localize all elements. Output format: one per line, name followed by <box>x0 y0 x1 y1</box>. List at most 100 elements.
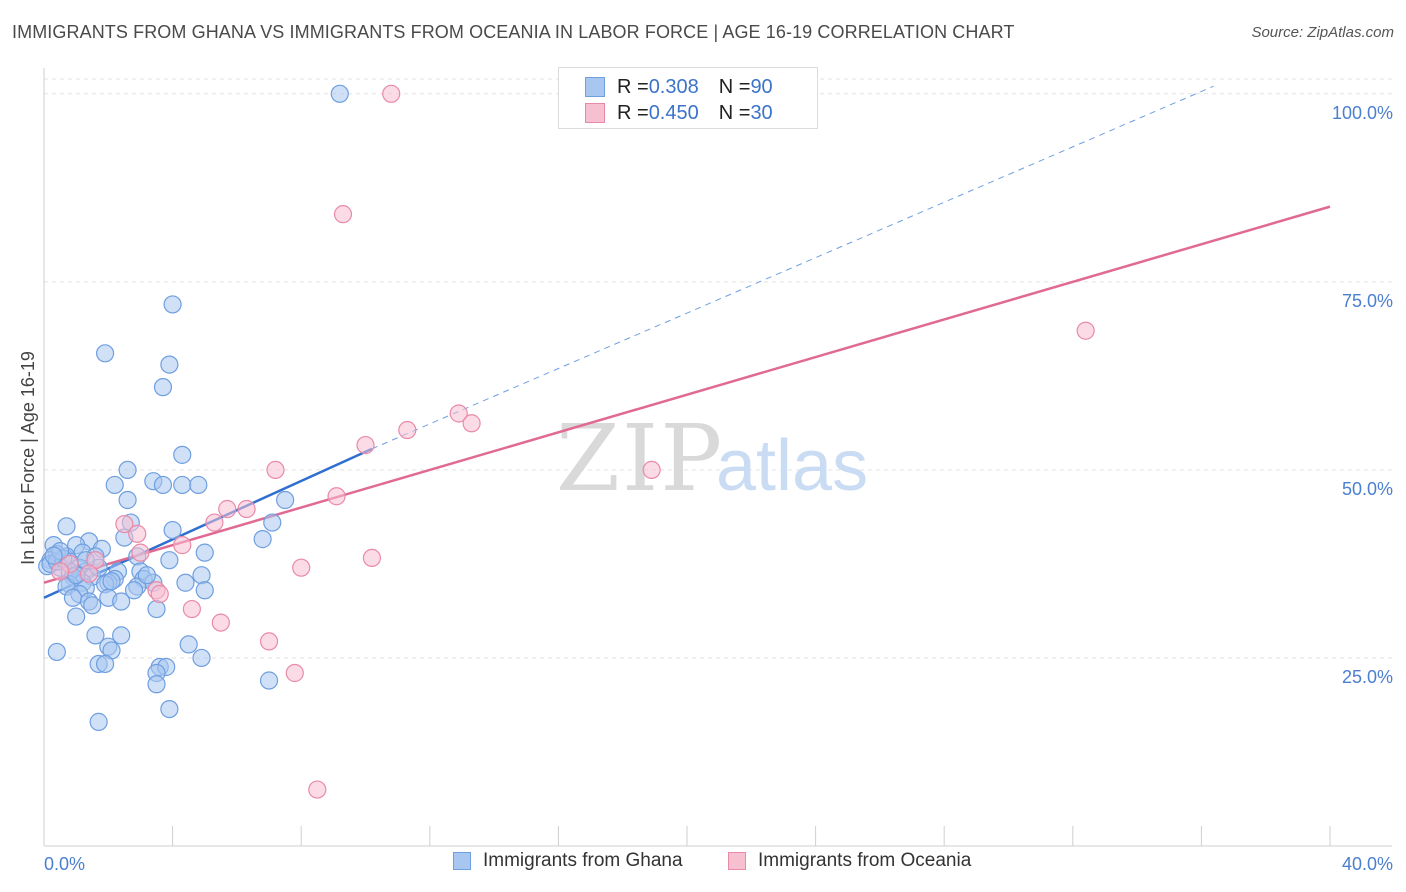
ghana-point <box>189 475 208 495</box>
stats-r-value: 0.450 <box>648 101 699 124</box>
stats-r-value: 0.308 <box>648 75 699 98</box>
ghana-point <box>112 626 131 645</box>
ghana-point <box>153 475 173 495</box>
ghana-point <box>47 642 66 662</box>
oceania-point <box>237 499 256 519</box>
legend-item-oceania[interactable]: Immigrants from Oceania <box>728 850 971 872</box>
ghana-point <box>86 626 105 645</box>
ghana-trend-extension <box>371 85 1214 450</box>
stats-row-ghana: R = 0.308 N = 90 <box>585 75 773 99</box>
legend-label-oceania: Immigrants from Oceania <box>758 850 972 871</box>
ghana-point <box>163 295 182 314</box>
legend-item-ghana[interactable]: Immigrants from Ghana <box>453 850 683 872</box>
y-tick-label: 50.0% <box>1342 479 1393 499</box>
ghana-point <box>253 530 272 549</box>
stats-box: R = 0.308 N = 90 R = 0.450 N = 30 <box>558 67 818 129</box>
ghana-point <box>163 520 182 540</box>
oceania-point <box>308 780 327 799</box>
ghana-point <box>112 592 131 611</box>
oceania-point <box>356 435 375 455</box>
legend: Immigrants from Ghana Immigrants from Oc… <box>0 850 1406 880</box>
stats-n-label: N = <box>718 101 751 124</box>
x-tick-label: 40.0% <box>1342 854 1393 874</box>
oceania-point <box>462 414 481 433</box>
oceania-point <box>333 205 353 224</box>
y-axis-label: In Labor Force | Age 16-19 <box>18 351 38 565</box>
ghana-point <box>160 700 179 719</box>
ghana-point <box>57 517 76 536</box>
y-tick-labels: 25.0% 50.0% 75.0% 100.0% <box>1332 103 1393 687</box>
ghana-point <box>95 344 115 363</box>
source-label: Source: ZipAtlas.com <box>1251 24 1394 41</box>
oceania-point <box>382 84 401 103</box>
oceania-point <box>259 632 279 651</box>
oceania-point <box>131 543 150 562</box>
ghana-point <box>102 572 121 591</box>
ghana-point <box>173 445 192 464</box>
ghana-point <box>179 635 198 654</box>
legend-swatch-ghana <box>453 852 471 870</box>
ghana-point <box>63 588 83 607</box>
ghana-point <box>160 551 179 570</box>
trend-lines <box>43 85 1331 599</box>
watermark-atlas: atlas <box>716 426 868 506</box>
ghana-point <box>105 475 124 495</box>
oceania-point <box>398 420 417 440</box>
oceania-point <box>327 487 346 506</box>
x-tick-labels: 0.0% 40.0% <box>44 854 1393 874</box>
oceania-point <box>449 404 468 423</box>
ghana-point <box>67 607 86 626</box>
oceania-point <box>182 599 201 619</box>
ghana-point <box>276 490 295 510</box>
grid-lines <box>44 78 1392 659</box>
ghana-point <box>124 581 144 600</box>
oceania-point <box>218 499 237 519</box>
ghana-point <box>160 355 179 374</box>
ghana-point <box>330 84 349 103</box>
ghana-point <box>83 596 102 615</box>
legend-swatch-oceania <box>728 852 746 870</box>
ghana-point <box>259 671 279 690</box>
stats-r-label: R = <box>617 75 649 98</box>
ghana-point <box>95 654 115 674</box>
oceania-point <box>50 562 70 581</box>
oceania-point <box>285 663 304 683</box>
stats-n-value: 90 <box>750 75 773 98</box>
watermark-zip: ZIP <box>556 405 724 512</box>
ghana-point <box>195 543 214 562</box>
oceania-point <box>173 536 192 555</box>
ghana-point <box>118 460 137 480</box>
axes <box>43 68 1392 847</box>
ghana-point <box>147 675 166 694</box>
stats-n-value: 30 <box>750 101 773 124</box>
ghana-point <box>147 599 166 619</box>
oceania-point <box>115 514 134 534</box>
oceania-point <box>211 613 230 632</box>
stats-n-label: N = <box>718 75 751 98</box>
ghana-point <box>153 378 173 397</box>
oceania-point <box>128 524 147 543</box>
chart-title: IMMIGRANTS FROM GHANA VS IMMIGRANTS FROM… <box>12 22 1015 42</box>
oceania-point <box>205 513 224 532</box>
stats-row-oceania: R = 0.450 N = 30 <box>585 101 773 125</box>
ghana-point <box>44 546 63 565</box>
ghana-point <box>89 712 108 731</box>
oceania-point <box>1076 321 1095 340</box>
ghana-point <box>137 566 156 585</box>
oceania-point <box>292 558 311 577</box>
stats-swatch-oceania <box>585 103 605 123</box>
ghana-point <box>176 573 195 592</box>
oceania-point <box>642 460 661 480</box>
oceania-point <box>79 564 99 583</box>
oceania-point <box>266 460 285 480</box>
stats-r-label: R = <box>617 101 649 124</box>
ghana-point <box>173 475 192 495</box>
ghana-point <box>263 513 282 532</box>
ghana-point <box>118 490 137 510</box>
legend-label-ghana: Immigrants from Ghana <box>483 850 683 871</box>
oceania-point <box>150 584 169 604</box>
ghana-point <box>192 566 211 585</box>
y-tick-label: 75.0% <box>1342 291 1393 311</box>
data-points <box>38 84 1095 799</box>
